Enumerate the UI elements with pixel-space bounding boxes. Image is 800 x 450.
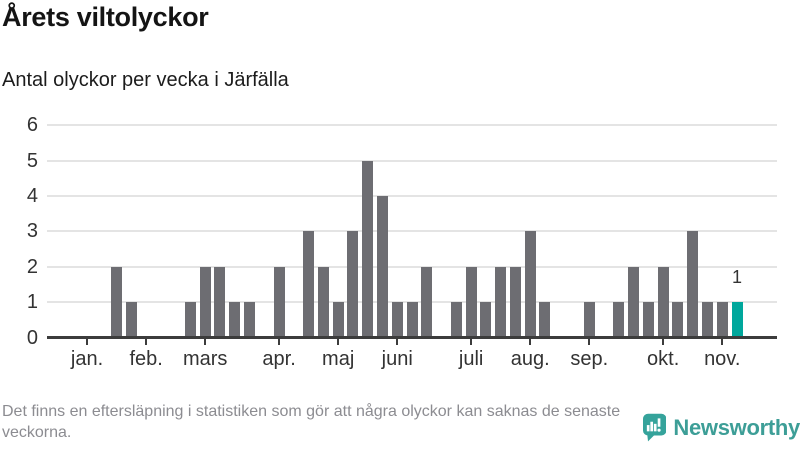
y-axis-label: 1 — [26, 291, 38, 314]
month-label: nov. — [704, 347, 741, 370]
bar — [406, 302, 418, 338]
bar — [125, 302, 137, 338]
month-tick — [278, 339, 281, 345]
y-axis-label: 5 — [26, 149, 38, 172]
month-tick — [204, 339, 207, 345]
bar — [642, 302, 654, 338]
x-axis-line — [47, 336, 777, 339]
y-axis-label: 0 — [26, 326, 38, 349]
newsworthy-logo[interactable]: Newsworthy — [643, 408, 800, 448]
month-label: jan. — [70, 347, 104, 370]
footer-note: Det finns en eftersläpning i statistiken… — [2, 403, 621, 442]
bar — [199, 266, 211, 338]
month-label: juni — [381, 347, 413, 370]
month-label: maj — [322, 347, 355, 370]
bar — [362, 160, 374, 338]
bar — [229, 302, 241, 338]
bar — [628, 266, 640, 338]
y-axis-label: 4 — [26, 184, 38, 207]
bar — [495, 266, 507, 338]
gridline — [47, 230, 777, 233]
bar — [347, 231, 359, 338]
month-tick — [470, 339, 473, 345]
bar — [332, 302, 344, 338]
month-tick — [145, 339, 148, 345]
bar — [111, 266, 123, 338]
newsworthy-brand-text: Newsworthy — [673, 415, 800, 440]
chart-subtitle: Antal olyckor per vecka i Järfälla — [2, 69, 289, 91]
month-tick — [86, 339, 89, 345]
bar — [244, 302, 256, 338]
bar — [672, 302, 684, 338]
month-label: juli — [458, 347, 484, 370]
month-label: sep. — [570, 347, 609, 370]
month-label: feb. — [129, 347, 163, 370]
bar — [214, 266, 226, 338]
month-tick — [662, 339, 665, 345]
bar — [317, 266, 329, 338]
bar — [480, 302, 492, 338]
bar-highlighted — [731, 302, 743, 338]
bar — [716, 302, 728, 338]
bar — [376, 195, 388, 338]
bar — [613, 302, 625, 338]
month-tick — [529, 339, 532, 345]
month-tick — [396, 339, 399, 345]
y-axis-label: 3 — [26, 220, 38, 243]
bar — [583, 302, 595, 338]
bar — [465, 266, 477, 338]
bar — [450, 302, 462, 338]
month-label: mars — [182, 347, 228, 370]
chart-title: Årets viltolyckor — [2, 2, 209, 32]
gridline — [47, 159, 777, 162]
bar — [687, 231, 699, 338]
month-label: aug. — [510, 347, 550, 370]
bar — [184, 302, 196, 338]
bar — [524, 231, 536, 338]
month-label: okt. — [647, 347, 680, 370]
bar — [701, 302, 713, 338]
y-axis-label: 6 — [26, 114, 38, 137]
month-tick — [588, 339, 591, 345]
gridline — [47, 124, 777, 127]
bar — [509, 266, 521, 338]
bar — [421, 266, 433, 338]
gridline — [47, 265, 777, 268]
bar — [273, 266, 285, 338]
bar-value-label: 1 — [731, 267, 742, 287]
month-tick — [337, 339, 340, 345]
bar — [303, 231, 315, 338]
y-axis-label: 2 — [26, 255, 38, 278]
month-label: apr. — [262, 347, 296, 370]
month-tick — [721, 339, 724, 345]
gridline — [47, 194, 777, 197]
bar — [539, 302, 551, 338]
newsworthy-badge-icon — [643, 413, 667, 442]
bar — [657, 266, 669, 338]
bar — [391, 302, 403, 338]
